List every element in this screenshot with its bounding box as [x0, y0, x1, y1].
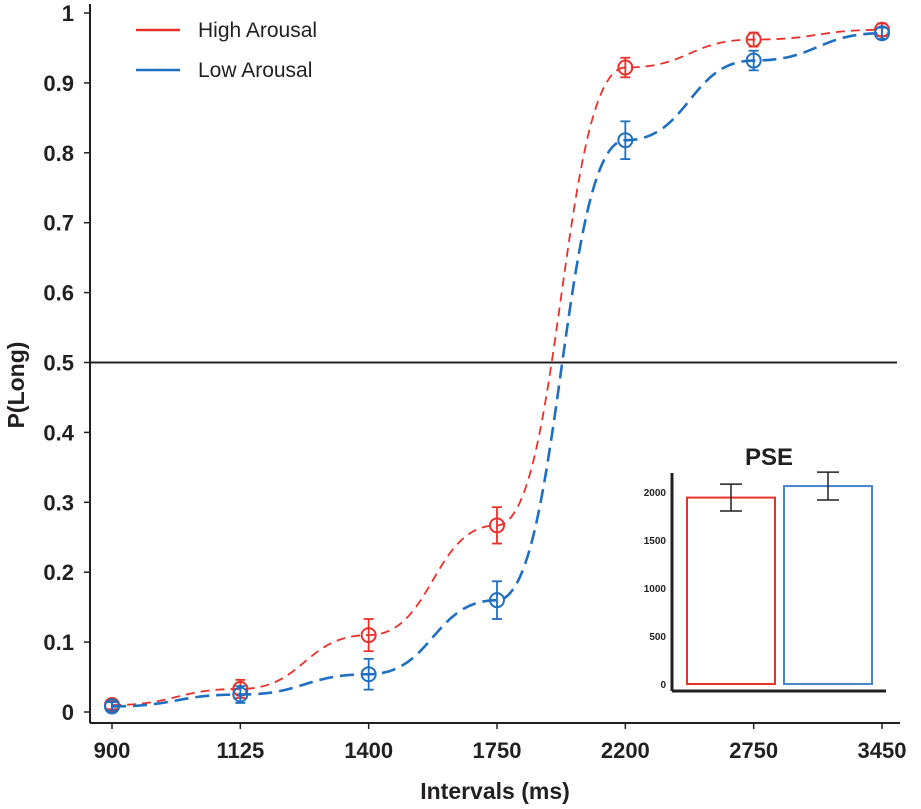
- inset-y-tick-label: 1000: [644, 584, 667, 595]
- data-point: [489, 592, 505, 609]
- x-tick-label: 1750: [473, 738, 522, 763]
- y-tick-label: 0.5: [43, 351, 74, 376]
- data-point: [489, 517, 505, 534]
- data-point: [617, 59, 634, 76]
- data-point: [874, 25, 890, 42]
- pse-bar: [783, 485, 873, 686]
- data-point: [232, 686, 249, 703]
- x-axis-title: Intervals (ms): [420, 778, 570, 804]
- x-tick-label: 900: [94, 738, 131, 763]
- legend: High Arousal Low Arousal: [136, 19, 317, 82]
- y-tick-label: 0.6: [43, 281, 74, 306]
- inset-y-tick-label: 2000: [644, 488, 667, 499]
- legend-label: High Arousal: [198, 19, 317, 42]
- y-tick-label: 0.2: [43, 560, 74, 585]
- series-layer: [104, 21, 890, 715]
- inset-y-tick-label: 1500: [644, 536, 667, 547]
- x-tick-label: 2750: [729, 738, 778, 763]
- x-tick-label: 1125: [216, 738, 264, 763]
- data-point: [617, 132, 634, 149]
- data-point: [745, 31, 762, 48]
- x-tick-label: 2200: [601, 738, 650, 763]
- x-tick-label: 1400: [344, 738, 393, 763]
- series-line: [111, 28, 883, 706]
- data-point: [360, 666, 377, 683]
- pse-bar: [686, 496, 776, 685]
- x-tick-label: 3450: [858, 738, 907, 763]
- y-tick-label: 0.4: [43, 420, 74, 445]
- legend-label: Low Arousal: [198, 59, 312, 82]
- y-tick-label: 0.1: [43, 630, 74, 655]
- y-tick-label: 0.3: [43, 490, 74, 515]
- pse-inset-chart: PSE 0 500 1000 1500 2000: [644, 444, 886, 693]
- series-line: [111, 31, 883, 708]
- inset-y-tick-label: 500: [649, 632, 666, 643]
- y-axis-title: P(Long): [3, 342, 29, 429]
- main-axes: 0 0.1 0.2 0.3 0.4 0.5 0.6 0.7 0.8 0.9 1 900 1125 1400…: [43, 1, 906, 763]
- y-tick-label: 0.9: [43, 71, 74, 96]
- inset-y-tick-label: 0: [660, 680, 666, 691]
- y-tick-label: 0: [62, 700, 74, 725]
- y-tick-label: 1: [62, 1, 74, 26]
- y-tick-label: 0.7: [43, 211, 74, 236]
- data-point: [360, 627, 377, 644]
- inset-title: PSE: [745, 444, 793, 471]
- data-point: [104, 698, 120, 715]
- y-tick-label: 0.8: [43, 141, 74, 166]
- data-point: [745, 52, 762, 69]
- series-1: [104, 25, 890, 715]
